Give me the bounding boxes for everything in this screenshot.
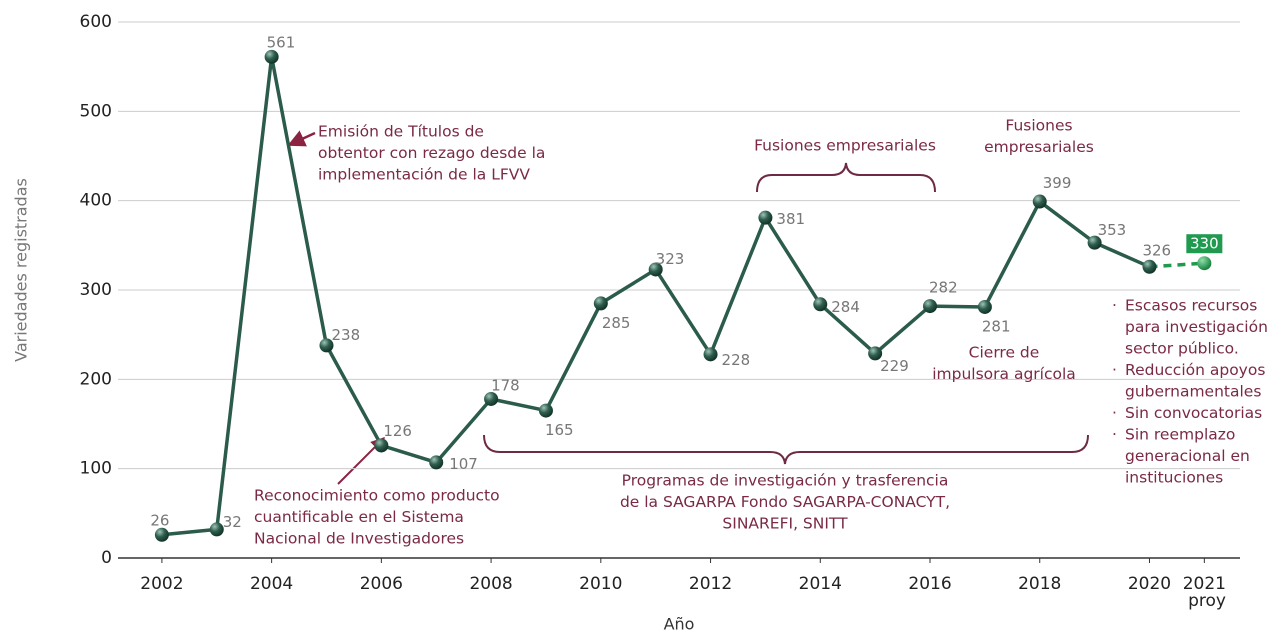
bullet-dot: · <box>1112 361 1117 379</box>
annotation: Nacional de Investigadores <box>254 530 464 548</box>
x-tick-label: 2008 <box>469 574 512 594</box>
value-label: 228 <box>722 351 751 369</box>
value-label: 26 <box>150 511 169 529</box>
annotation: Programas de investigación y trasferenci… <box>622 472 949 490</box>
annotation: cuantificable en el Sistema <box>254 508 464 526</box>
x-tick-label: 2014 <box>799 574 842 594</box>
bullet-text: Sin convocatorias <box>1125 404 1262 422</box>
annotation: empresariales <box>984 138 1094 156</box>
value-label: 561 <box>267 33 296 51</box>
data-point <box>977 299 992 314</box>
bullet-text: Sin reemplazo <box>1125 426 1235 444</box>
bullet-text: instituciones <box>1125 469 1223 487</box>
x-tick-label: 2002 <box>140 574 183 594</box>
data-point <box>593 296 608 311</box>
y-tick-label: 100 <box>80 459 112 479</box>
value-label: 282 <box>929 279 958 297</box>
bullet-text: sector público. <box>1125 340 1239 358</box>
annotation: Emisión de Títulos de <box>318 123 484 141</box>
value-label: 126 <box>383 422 412 440</box>
value-label: 32 <box>223 513 242 531</box>
projection-line <box>1149 261 1205 269</box>
data-point <box>154 527 169 542</box>
value-label: 107 <box>449 455 478 473</box>
value-label-box <box>1186 234 1223 254</box>
y-tick-label: 500 <box>80 101 112 121</box>
data-point <box>264 49 279 64</box>
value-label: 330 <box>1190 235 1219 253</box>
y-axis-label: Variedades registradas <box>12 178 31 362</box>
value-label: 353 <box>1098 221 1127 239</box>
y-tick-label: 0 <box>101 548 112 568</box>
data-point <box>538 403 553 418</box>
value-label: 178 <box>491 376 520 394</box>
value-label: 326 <box>1142 241 1171 259</box>
data-point <box>484 391 499 406</box>
data-point <box>1197 256 1212 271</box>
x-tick-label: 2020 <box>1128 574 1171 594</box>
data-point <box>868 346 883 361</box>
brace <box>483 434 1089 465</box>
value-label: 399 <box>1043 174 1072 192</box>
bullet-text: gubernamentales <box>1125 383 1261 401</box>
value-label: 229 <box>880 357 909 375</box>
value-label: 323 <box>656 250 685 268</box>
x-tick-label: 2006 <box>360 574 403 594</box>
annotation: Cierre de <box>969 344 1040 362</box>
annotation: obtentor con rezago desde la <box>318 144 545 162</box>
annotation: implementación de la LFVV <box>318 166 530 184</box>
annotation: SINAREFI, SNITT <box>722 515 848 533</box>
y-tick-label: 400 <box>80 191 112 211</box>
data-point <box>1142 259 1157 274</box>
data-point <box>319 338 334 353</box>
value-label: 238 <box>331 326 360 344</box>
x-tick-label: 2012 <box>689 574 732 594</box>
x-tick-label: 2021 proy <box>1183 574 1226 611</box>
data-point <box>758 210 773 225</box>
y-tick-label: 300 <box>80 280 112 300</box>
value-label: 285 <box>602 314 631 332</box>
annotation: Reconocimiento como producto <box>254 487 500 505</box>
bullet-text: Escasos recursos <box>1125 297 1257 315</box>
bullet-text: para investigación <box>1125 318 1268 336</box>
arrow <box>287 130 316 147</box>
x-tick-label: 2010 <box>579 574 622 594</box>
annotation: impulsora agrícola <box>932 365 1076 383</box>
data-point <box>429 455 444 470</box>
data-point <box>1087 235 1102 250</box>
bullet-dot: · <box>1112 297 1117 315</box>
bullet-dot: · <box>1112 404 1117 422</box>
data-point <box>923 299 938 314</box>
data-point <box>648 262 663 277</box>
value-label: 281 <box>982 317 1011 335</box>
x-axis-label: Año <box>664 615 695 632</box>
y-tick-label: 600 <box>80 12 112 32</box>
value-label: 165 <box>545 421 574 439</box>
x-tick-label: 2004 <box>250 574 293 594</box>
data-line <box>161 55 1151 537</box>
data-point <box>209 522 224 537</box>
bullet-text: Reducción apoyos <box>1125 361 1265 379</box>
annotation: de la SAGARPA Fondo SAGARPA-CONACYT, <box>620 493 950 511</box>
data-point <box>813 297 828 312</box>
x-tick-label: 2016 <box>908 574 951 594</box>
annotation: Fusiones <box>1005 117 1072 135</box>
data-point <box>1032 194 1047 209</box>
value-label: 381 <box>776 210 805 228</box>
brace <box>756 162 936 193</box>
value-label: 284 <box>831 298 860 316</box>
data-point <box>374 438 389 453</box>
annotation: Fusiones empresariales <box>754 137 936 155</box>
y-tick-label: 200 <box>80 369 112 389</box>
bullet-dot: · <box>1112 426 1117 444</box>
data-point <box>703 347 718 362</box>
bullet-text: generacional en <box>1125 447 1250 465</box>
x-tick-label: 2018 <box>1018 574 1061 594</box>
